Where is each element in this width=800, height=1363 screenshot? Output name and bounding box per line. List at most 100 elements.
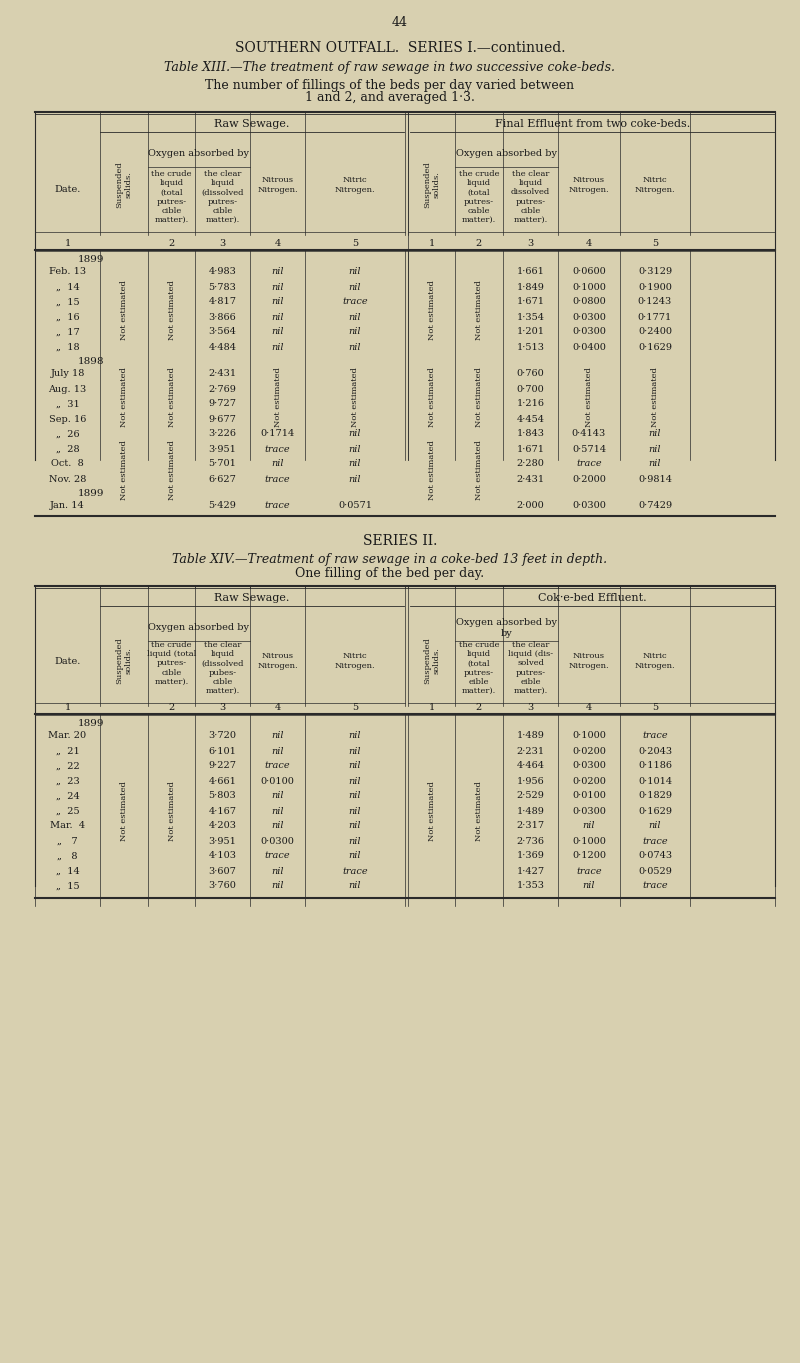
Text: 1·353: 1·353 (517, 882, 545, 890)
Text: 3: 3 (219, 239, 226, 248)
Text: nil: nil (271, 732, 284, 740)
Text: Nitrous
Nitrogen.: Nitrous Nitrogen. (569, 176, 610, 194)
Text: „   8: „ 8 (58, 852, 78, 860)
Text: 1899: 1899 (78, 489, 105, 499)
Text: 2: 2 (168, 239, 174, 248)
Text: nil: nil (649, 459, 662, 469)
Text: 0·0300: 0·0300 (261, 837, 294, 845)
Text: „  24: „ 24 (56, 792, 79, 800)
Text: 0·0743: 0·0743 (638, 852, 672, 860)
Text: 0·700: 0·700 (517, 384, 544, 394)
Text: 0·1200: 0·1200 (572, 852, 606, 860)
Text: 3·760: 3·760 (209, 882, 237, 890)
Text: trace: trace (342, 867, 368, 875)
Text: 2: 2 (476, 239, 482, 248)
Text: „  14: „ 14 (56, 282, 79, 292)
Text: 3·564: 3·564 (209, 327, 237, 337)
Text: trace: trace (576, 459, 602, 469)
Text: Aug. 13: Aug. 13 (48, 384, 86, 394)
Text: 4·167: 4·167 (209, 807, 237, 815)
Text: Mar.  4: Mar. 4 (50, 822, 85, 830)
Text: 3·226: 3·226 (209, 429, 237, 439)
Text: trace: trace (576, 867, 602, 875)
Text: 5: 5 (652, 703, 658, 713)
Text: nil: nil (349, 882, 362, 890)
Text: 9·227: 9·227 (209, 762, 237, 770)
Text: 1: 1 (428, 239, 434, 248)
Text: „  22: „ 22 (56, 762, 79, 770)
Text: 6·627: 6·627 (209, 474, 237, 484)
Text: 5·429: 5·429 (209, 502, 237, 511)
Text: 0·1014: 0·1014 (638, 777, 672, 785)
Text: nil: nil (271, 459, 284, 469)
Text: 3: 3 (219, 703, 226, 713)
Text: 0·4143: 0·4143 (572, 429, 606, 439)
Text: 0·3129: 0·3129 (638, 267, 672, 277)
Text: nil: nil (349, 807, 362, 815)
Text: nil: nil (271, 822, 284, 830)
Text: nil: nil (271, 312, 284, 322)
Text: 4·817: 4·817 (209, 297, 237, 307)
Text: Nov. 28: Nov. 28 (49, 474, 86, 484)
Text: 0·1829: 0·1829 (638, 792, 672, 800)
Text: 4·454: 4·454 (517, 414, 545, 424)
Text: Jan. 14: Jan. 14 (50, 502, 85, 511)
Text: 4·983: 4·983 (209, 267, 237, 277)
Text: nil: nil (582, 882, 595, 890)
Text: 9·677: 9·677 (209, 414, 237, 424)
Text: 3: 3 (527, 703, 534, 713)
Text: 1898: 1898 (78, 357, 105, 367)
Text: 5·783: 5·783 (209, 282, 237, 292)
Text: „   7: „ 7 (57, 837, 78, 845)
Text: 4·103: 4·103 (209, 852, 237, 860)
Text: Suspended
solids.: Suspended solids. (423, 162, 440, 209)
Text: nil: nil (271, 882, 284, 890)
Text: trace: trace (265, 762, 290, 770)
Text: 1·849: 1·849 (517, 282, 545, 292)
Text: 0·2000: 0·2000 (572, 474, 606, 484)
Text: Oxygen absorbed by
by: Oxygen absorbed by by (456, 619, 557, 638)
Text: Nitric
Nitrogen.: Nitric Nitrogen. (634, 653, 675, 669)
Text: Feb. 13: Feb. 13 (49, 267, 86, 277)
Text: 0·0400: 0·0400 (572, 342, 606, 352)
Text: nil: nil (349, 852, 362, 860)
Text: Not estimated: Not estimated (167, 279, 175, 339)
Text: 0·0300: 0·0300 (572, 327, 606, 337)
Text: Sep. 16: Sep. 16 (49, 414, 86, 424)
Text: 9·727: 9·727 (209, 399, 237, 409)
Text: nil: nil (649, 429, 662, 439)
Text: Nitrous
Nitrogen.: Nitrous Nitrogen. (257, 653, 298, 669)
Text: Mar. 20: Mar. 20 (49, 732, 86, 740)
Text: Not estimated: Not estimated (475, 367, 483, 427)
Text: 1·369: 1·369 (517, 852, 545, 860)
Text: trace: trace (642, 837, 668, 845)
Text: nil: nil (349, 732, 362, 740)
Text: Not estimated: Not estimated (427, 367, 435, 427)
Text: nil: nil (271, 342, 284, 352)
Text: nil: nil (271, 297, 284, 307)
Text: nil: nil (271, 792, 284, 800)
Text: 4·661: 4·661 (209, 777, 237, 785)
Text: 3·951: 3·951 (209, 444, 237, 454)
Text: 2·431: 2·431 (209, 369, 237, 379)
Text: 0·1629: 0·1629 (638, 342, 672, 352)
Text: 1·201: 1·201 (517, 327, 545, 337)
Text: 4: 4 (586, 703, 592, 713)
Text: 1·956: 1·956 (517, 777, 544, 785)
Text: 0·0300: 0·0300 (572, 312, 606, 322)
Text: Oct.  8: Oct. 8 (51, 459, 84, 469)
Text: Not estimated: Not estimated (167, 440, 175, 500)
Text: 3·607: 3·607 (209, 867, 237, 875)
Text: „  23: „ 23 (56, 777, 79, 785)
Text: Not estimated: Not estimated (475, 279, 483, 339)
Text: trace: trace (265, 852, 290, 860)
Text: Not estimated: Not estimated (120, 279, 128, 339)
Text: 0·1243: 0·1243 (638, 297, 672, 307)
Text: the clear
liquid
(dissolved
putres-
cible
matter).: the clear liquid (dissolved putres- cibl… (202, 170, 244, 224)
Text: nil: nil (271, 282, 284, 292)
Text: 0·0529: 0·0529 (638, 867, 672, 875)
Text: trace: trace (265, 444, 290, 454)
Text: 0·760: 0·760 (517, 369, 544, 379)
Text: Oxygen absorbed by: Oxygen absorbed by (456, 150, 557, 158)
Text: 0·1186: 0·1186 (638, 762, 672, 770)
